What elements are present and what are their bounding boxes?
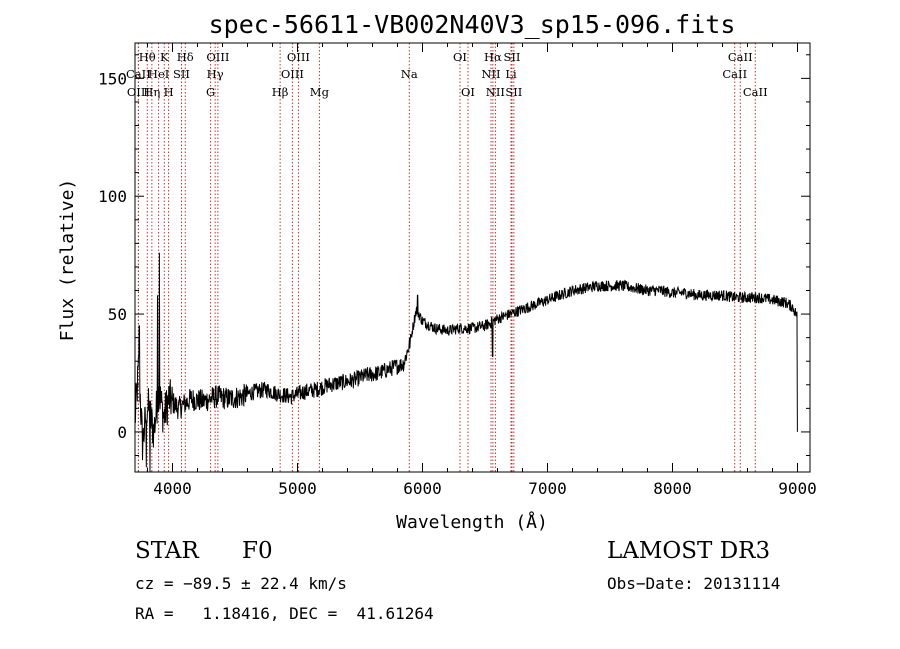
line-label: Li xyxy=(505,67,517,81)
y-tick-label: 0 xyxy=(117,423,127,442)
obs-date: Obs−Date: 20131114 xyxy=(607,574,781,593)
line-label: H xyxy=(164,85,174,99)
x-tick-label: 6000 xyxy=(403,479,442,498)
plot-frame xyxy=(134,42,811,473)
line-label: Hγ xyxy=(207,67,224,81)
x-tick-label: 8000 xyxy=(653,479,692,498)
line-label: Hθ xyxy=(139,50,156,64)
line-label: NII xyxy=(481,67,500,81)
line-label: CaII xyxy=(722,67,747,81)
line-label: OIII xyxy=(127,85,150,99)
line-label: OIII xyxy=(206,50,229,64)
line-label: HeI xyxy=(148,67,169,81)
line-label: Na xyxy=(401,67,418,81)
line-label: SII xyxy=(173,67,190,81)
line-label: CaII xyxy=(743,85,768,99)
line-label: Hη xyxy=(143,85,160,99)
line-label: SII xyxy=(505,85,522,99)
ra-dec: RA = 1.18416, DEC = 41.61264 xyxy=(135,604,434,623)
line-label: NII xyxy=(486,85,505,99)
line-label: Hα xyxy=(484,50,502,64)
x-tick-label: 9000 xyxy=(778,479,817,498)
line-label: Hδ xyxy=(177,50,194,64)
x-tick-label: 5000 xyxy=(278,479,317,498)
line-label: K xyxy=(160,50,169,64)
spectrum-line xyxy=(134,252,798,473)
line-label: Mg xyxy=(310,85,330,99)
object-class: STAR xyxy=(135,538,199,564)
survey-name: LAMOST DR3 xyxy=(607,538,771,564)
y-tick-label: 100 xyxy=(98,187,127,206)
y-tick-label: 50 xyxy=(108,305,127,324)
object-subclass: F0 xyxy=(242,538,273,564)
x-tick-label: 4000 xyxy=(153,479,192,498)
line-label: OIII xyxy=(281,67,304,81)
line-label: SII xyxy=(504,50,521,64)
line-labels: Hθ CaII OIII K HeI Hη Hδ SII H OIII Hγ G OIII OIII Hβ M… xyxy=(126,50,768,99)
line-label: CaII xyxy=(126,67,151,81)
x-tick-label: 7000 xyxy=(528,479,567,498)
y-axis-label: Flux (relative) xyxy=(57,179,78,342)
line-label: Hβ xyxy=(272,85,289,99)
line-label: OI xyxy=(461,85,475,99)
y-tick-label: 150 xyxy=(98,69,127,88)
line-markers xyxy=(137,43,756,472)
line-label: G xyxy=(206,85,215,99)
line-label: OI xyxy=(453,50,467,64)
redshift-cz: cz = −89.5 ± 22.4 km/s xyxy=(135,574,347,593)
chart-title: spec-56611-VB002N40V3_sp15-096.fits xyxy=(209,10,736,39)
axis-ticks: 4000 5000 6000 7000 8000 9000 0 50 100 150 xyxy=(98,43,817,498)
line-label: CaII xyxy=(728,50,753,64)
line-label: OIII xyxy=(287,50,310,64)
x-axis-label: Wavelength (Å) xyxy=(396,511,548,533)
